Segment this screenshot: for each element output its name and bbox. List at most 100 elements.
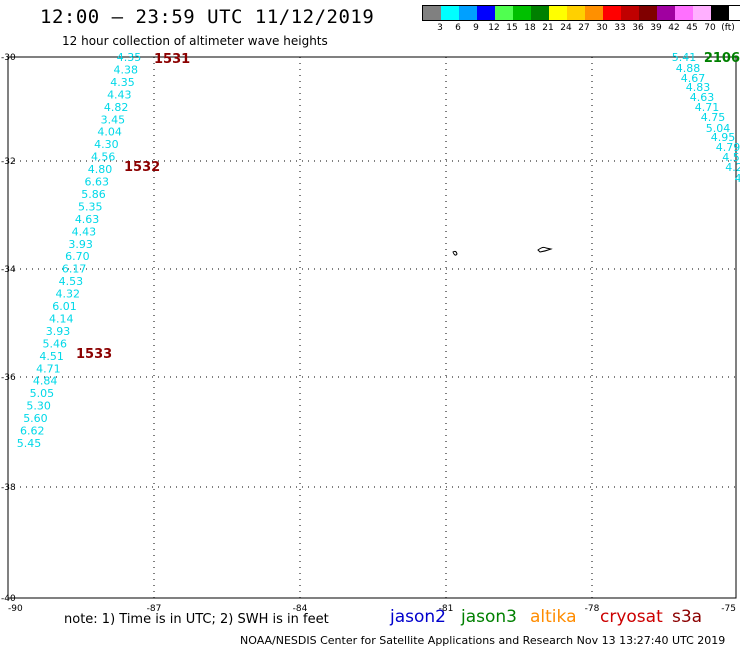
swh-value: 4.04 — [97, 126, 122, 139]
lon-label: -90 — [8, 604, 23, 614]
colorbar-label: 36 — [632, 23, 644, 33]
colorbar-swatch — [711, 6, 729, 20]
colorbar-swatch — [657, 6, 675, 20]
swh-value: 4.53 — [59, 275, 84, 288]
swh-value: 4.38 — [114, 63, 139, 76]
map-subtitle: 12 hour collection of altimeter wave hei… — [62, 34, 328, 48]
swh-value: 6.62 — [20, 425, 45, 438]
colorbar-swatch — [693, 6, 711, 20]
satellite-legend-item: s3a — [672, 607, 703, 627]
pass-number-label: 1532 — [124, 160, 160, 175]
swh-value: 6.01 — [52, 300, 77, 313]
colorbar-swatch — [495, 6, 513, 20]
swh-value: 4.51 — [39, 350, 64, 363]
swh-value: 4.71 — [36, 362, 61, 375]
swh-value: 5.41 — [672, 51, 697, 64]
swh-value: 5.04 — [706, 122, 731, 135]
credit-footer: NOAA/NESDIS Center for Satellite Applica… — [240, 634, 726, 647]
swh-value: 4.63 — [690, 91, 715, 104]
swh-value: 3.45 — [101, 113, 126, 126]
swh-value: 4.80 — [88, 163, 113, 176]
swh-value: 4.35 — [117, 51, 142, 64]
altimeter-track-left: 4.354.384.354.434.823.454.044.304.564.80… — [17, 51, 142, 450]
lon-label: -81 — [439, 604, 454, 614]
swh-value: 4.84 — [33, 375, 58, 388]
swh-value: 4.63 — [75, 213, 100, 226]
lat-label: -38 — [1, 483, 16, 493]
lon-label: -87 — [147, 604, 162, 614]
colorbar-swatches — [422, 5, 740, 21]
swh-value: 4.71 — [695, 101, 720, 114]
colorbar-label: 6 — [455, 23, 461, 33]
lon-label: -75 — [721, 604, 736, 614]
colorbar-label: 42 — [668, 23, 680, 33]
pass-number-label: 1531 — [154, 52, 190, 67]
swh-value: 4.14 — [49, 312, 74, 325]
swh-value: 4.75 — [701, 111, 726, 124]
colorbar-label: 12 — [488, 23, 500, 33]
swh-value: 4.79 — [716, 141, 740, 154]
swh-value: 4.5 — [722, 151, 740, 164]
map-title: 12:00 – 23:59 UTC 11/12/2019 — [40, 6, 375, 28]
colorbar-label: 27 — [578, 23, 590, 33]
swh-value: 4.35 — [110, 76, 135, 89]
colorbar-label: (ft) — [721, 23, 735, 33]
swh-value: 4.83 — [686, 81, 711, 94]
colorbar-swatch — [459, 6, 477, 20]
satellite-legend-item: jason2 — [390, 607, 446, 627]
axis-labels: -30 -32 -34 -36 -38 -40-90 -87 -84 -81 -78 -75 — [1, 53, 736, 614]
satellite-legend-item: cryosat — [600, 607, 663, 627]
colorbar-label: 30 — [596, 23, 608, 33]
colorbar-swatch — [585, 6, 603, 20]
colorbar-swatch — [477, 6, 495, 20]
colorbar-label: 15 — [506, 23, 518, 33]
swh-value: 4.32 — [55, 288, 80, 301]
swh-value: 4.67 — [681, 72, 706, 85]
satellite-legend-item: jason3 — [461, 607, 517, 627]
colorbar-label: 45 — [686, 23, 698, 33]
altimeter-track-right: 5.414.884.674.834.634.714.755.044.954.79… — [672, 51, 740, 185]
colorbar-swatch — [603, 6, 621, 20]
swh-value: 4.43 — [107, 88, 132, 101]
lat-label: -34 — [1, 265, 16, 275]
colorbar-swatch — [513, 6, 531, 20]
lat-label: -40 — [1, 594, 16, 604]
lat-label: -32 — [1, 157, 16, 167]
swh-value: 4.82 — [104, 101, 129, 114]
colorbar-swatch — [675, 6, 693, 20]
pass-number-label: 1533 — [76, 347, 112, 362]
lat-lon-grid — [7, 56, 737, 599]
island-outline — [537, 246, 553, 253]
colorbar-swatch — [441, 6, 459, 20]
colorbar-swatch — [549, 6, 567, 20]
colorbar-swatch — [567, 6, 585, 20]
wave-height-colorbar: 3 6 9 12 15 18 21 24 27 30 33 36 39 42 45 70 (ft) — [422, 5, 740, 35]
colorbar-label: 21 — [542, 23, 554, 33]
pass-number-label: 2106 — [704, 51, 740, 66]
swh-value: 6.70 — [65, 250, 90, 263]
satellite-legend-item: altika — [530, 607, 577, 627]
colorbar-swatch — [423, 6, 441, 20]
swh-value: 5.86 — [81, 188, 106, 201]
lon-label: -78 — [585, 604, 600, 614]
swh-value: 5.35 — [78, 200, 103, 213]
swh-value: 5.46 — [43, 337, 68, 350]
colorbar-label: 3 — [437, 23, 443, 33]
island-outline — [452, 250, 458, 256]
colorbar-label: 39 — [650, 23, 662, 33]
swh-value: 5.05 — [30, 387, 55, 400]
swh-value: 4.43 — [72, 225, 97, 238]
colorbar-swatch — [621, 6, 639, 20]
colorbar-label: 9 — [473, 23, 479, 33]
lat-label: -30 — [1, 53, 16, 63]
swh-value: 5.60 — [23, 412, 48, 425]
pass-labels: 1531 1532 1533 2106 — [76, 51, 740, 362]
swh-value: 5.30 — [26, 400, 51, 413]
colorbar-labels: 3 6 9 12 15 18 21 24 27 30 33 36 39 42 45 70 (ft) — [422, 21, 740, 35]
swh-value: 3.93 — [68, 238, 93, 251]
swh-value: 6.17 — [62, 263, 87, 276]
swh-value: 4.88 — [676, 62, 701, 75]
coastline — [452, 246, 553, 256]
swh-value: 4.95 — [711, 131, 736, 144]
